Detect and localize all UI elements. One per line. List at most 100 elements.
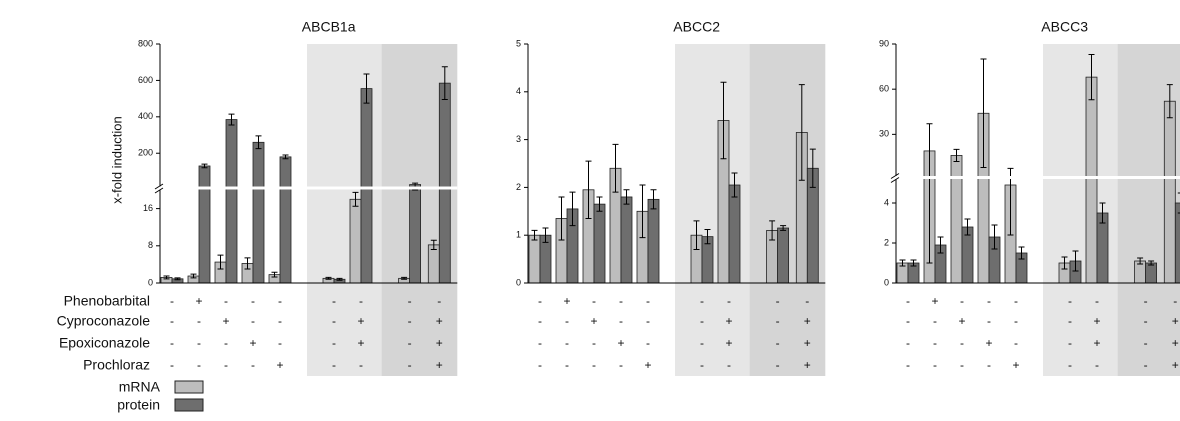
treatment-sign: + bbox=[804, 336, 811, 350]
treatment-sign: - bbox=[332, 294, 336, 308]
treatment-sign: - bbox=[170, 336, 174, 350]
y-tick-label: 60 bbox=[879, 84, 889, 94]
legend-swatch bbox=[174, 398, 204, 412]
treatment-sign: - bbox=[224, 336, 228, 350]
treatment-sign: - bbox=[906, 294, 910, 308]
error-bar bbox=[255, 135, 262, 150]
treatment-sign: - bbox=[408, 358, 412, 372]
chart-title: ABCC2 bbox=[673, 19, 720, 35]
error-bar bbox=[282, 154, 289, 160]
error-bar bbox=[1088, 54, 1095, 101]
error-bar bbox=[798, 84, 805, 181]
treatment-sign: + bbox=[436, 336, 443, 350]
treatment-sign: + bbox=[249, 336, 256, 350]
bar bbox=[528, 234, 541, 284]
treatment-sign: - bbox=[359, 358, 363, 372]
treatment-sign: + bbox=[958, 314, 965, 328]
error-bar bbox=[363, 73, 370, 104]
treatment-sign: + bbox=[357, 336, 364, 350]
treatment-sign: - bbox=[408, 294, 412, 308]
error-bar bbox=[769, 220, 776, 241]
error-bar bbox=[693, 220, 700, 251]
treatment-sign: - bbox=[1144, 294, 1148, 308]
bar bbox=[593, 203, 606, 284]
treatment-sign: - bbox=[987, 294, 991, 308]
treatment-sign: - bbox=[251, 294, 255, 308]
treatment-sign: - bbox=[170, 294, 174, 308]
treatment-sign: - bbox=[1095, 294, 1099, 308]
treatment-sign: - bbox=[332, 336, 336, 350]
bar bbox=[198, 165, 211, 284]
bar bbox=[950, 155, 963, 284]
y-tick-label: 5 bbox=[516, 38, 521, 48]
treatment-sign: - bbox=[408, 314, 412, 328]
y-tick-label: 4 bbox=[884, 197, 889, 207]
bar bbox=[620, 196, 633, 284]
treatment-sign: - bbox=[700, 294, 704, 308]
error-bar bbox=[244, 257, 251, 270]
y-tick-label: 0 bbox=[148, 277, 153, 287]
treatment-sign: - bbox=[197, 314, 201, 328]
y-tick-label: 90 bbox=[879, 38, 889, 48]
bar bbox=[438, 82, 451, 284]
bar bbox=[252, 141, 265, 284]
bar bbox=[728, 184, 741, 284]
treatment-sign: - bbox=[197, 358, 201, 372]
treatment-sign: + bbox=[725, 314, 732, 328]
error-bar bbox=[325, 276, 332, 280]
treatment-sign: - bbox=[332, 314, 336, 328]
treatment-sign: - bbox=[1014, 314, 1018, 328]
y-tick-label: 1 bbox=[516, 230, 521, 240]
treatment-sign: - bbox=[906, 358, 910, 372]
treatment-sign: - bbox=[700, 358, 704, 372]
treatment-name: Epoxiconazole bbox=[59, 335, 150, 351]
treatment-sign: - bbox=[776, 314, 780, 328]
treatment-sign: - bbox=[538, 358, 542, 372]
error-bar bbox=[163, 275, 170, 280]
legend-label: protein bbox=[117, 397, 160, 413]
error-bar bbox=[980, 58, 987, 168]
treatment-sign: - bbox=[170, 314, 174, 328]
treatment-sign: - bbox=[700, 314, 704, 328]
y-tick-label: 2 bbox=[516, 182, 521, 192]
y-tick-label: 3 bbox=[516, 134, 521, 144]
treatment-sign: - bbox=[619, 314, 623, 328]
y-axis-label: x-fold induction bbox=[109, 116, 124, 203]
treatment-sign: - bbox=[592, 294, 596, 308]
treatment-sign: - bbox=[1095, 358, 1099, 372]
treatment-sign: - bbox=[1173, 294, 1177, 308]
treatment-sign: + bbox=[357, 314, 364, 328]
treatment-sign: - bbox=[1014, 294, 1018, 308]
break-mark bbox=[154, 183, 164, 194]
error-bar bbox=[937, 236, 944, 254]
error-bar bbox=[352, 191, 359, 207]
treatment-sign: + bbox=[1172, 314, 1179, 328]
treatment-sign: - bbox=[646, 314, 650, 328]
treatment-sign: + bbox=[276, 358, 283, 372]
treatment-sign: - bbox=[1068, 336, 1072, 350]
treatment-sign: - bbox=[960, 336, 964, 350]
y-tick-label: 800 bbox=[138, 38, 153, 48]
chart-title: ABCB1a bbox=[302, 19, 356, 35]
bar bbox=[409, 184, 422, 284]
treatment-sign: - bbox=[1068, 358, 1072, 372]
treatment-sign: - bbox=[359, 294, 363, 308]
treatment-sign: - bbox=[565, 314, 569, 328]
error-bar bbox=[704, 228, 711, 245]
y-tick-label: 16 bbox=[143, 203, 153, 213]
treatment-sign: + bbox=[590, 314, 597, 328]
y-tick-label: 0 bbox=[884, 277, 889, 287]
treatment-sign: - bbox=[278, 314, 282, 328]
error-bar bbox=[336, 277, 343, 281]
shade-region bbox=[1043, 44, 1118, 376]
treatment-sign: - bbox=[251, 314, 255, 328]
error-bar bbox=[542, 227, 549, 243]
treatment-sign: - bbox=[776, 358, 780, 372]
bar bbox=[427, 244, 440, 284]
error-bar bbox=[585, 160, 592, 219]
treatment-sign: - bbox=[1014, 336, 1018, 350]
treatment-sign: - bbox=[906, 314, 910, 328]
error-bar bbox=[531, 229, 538, 241]
